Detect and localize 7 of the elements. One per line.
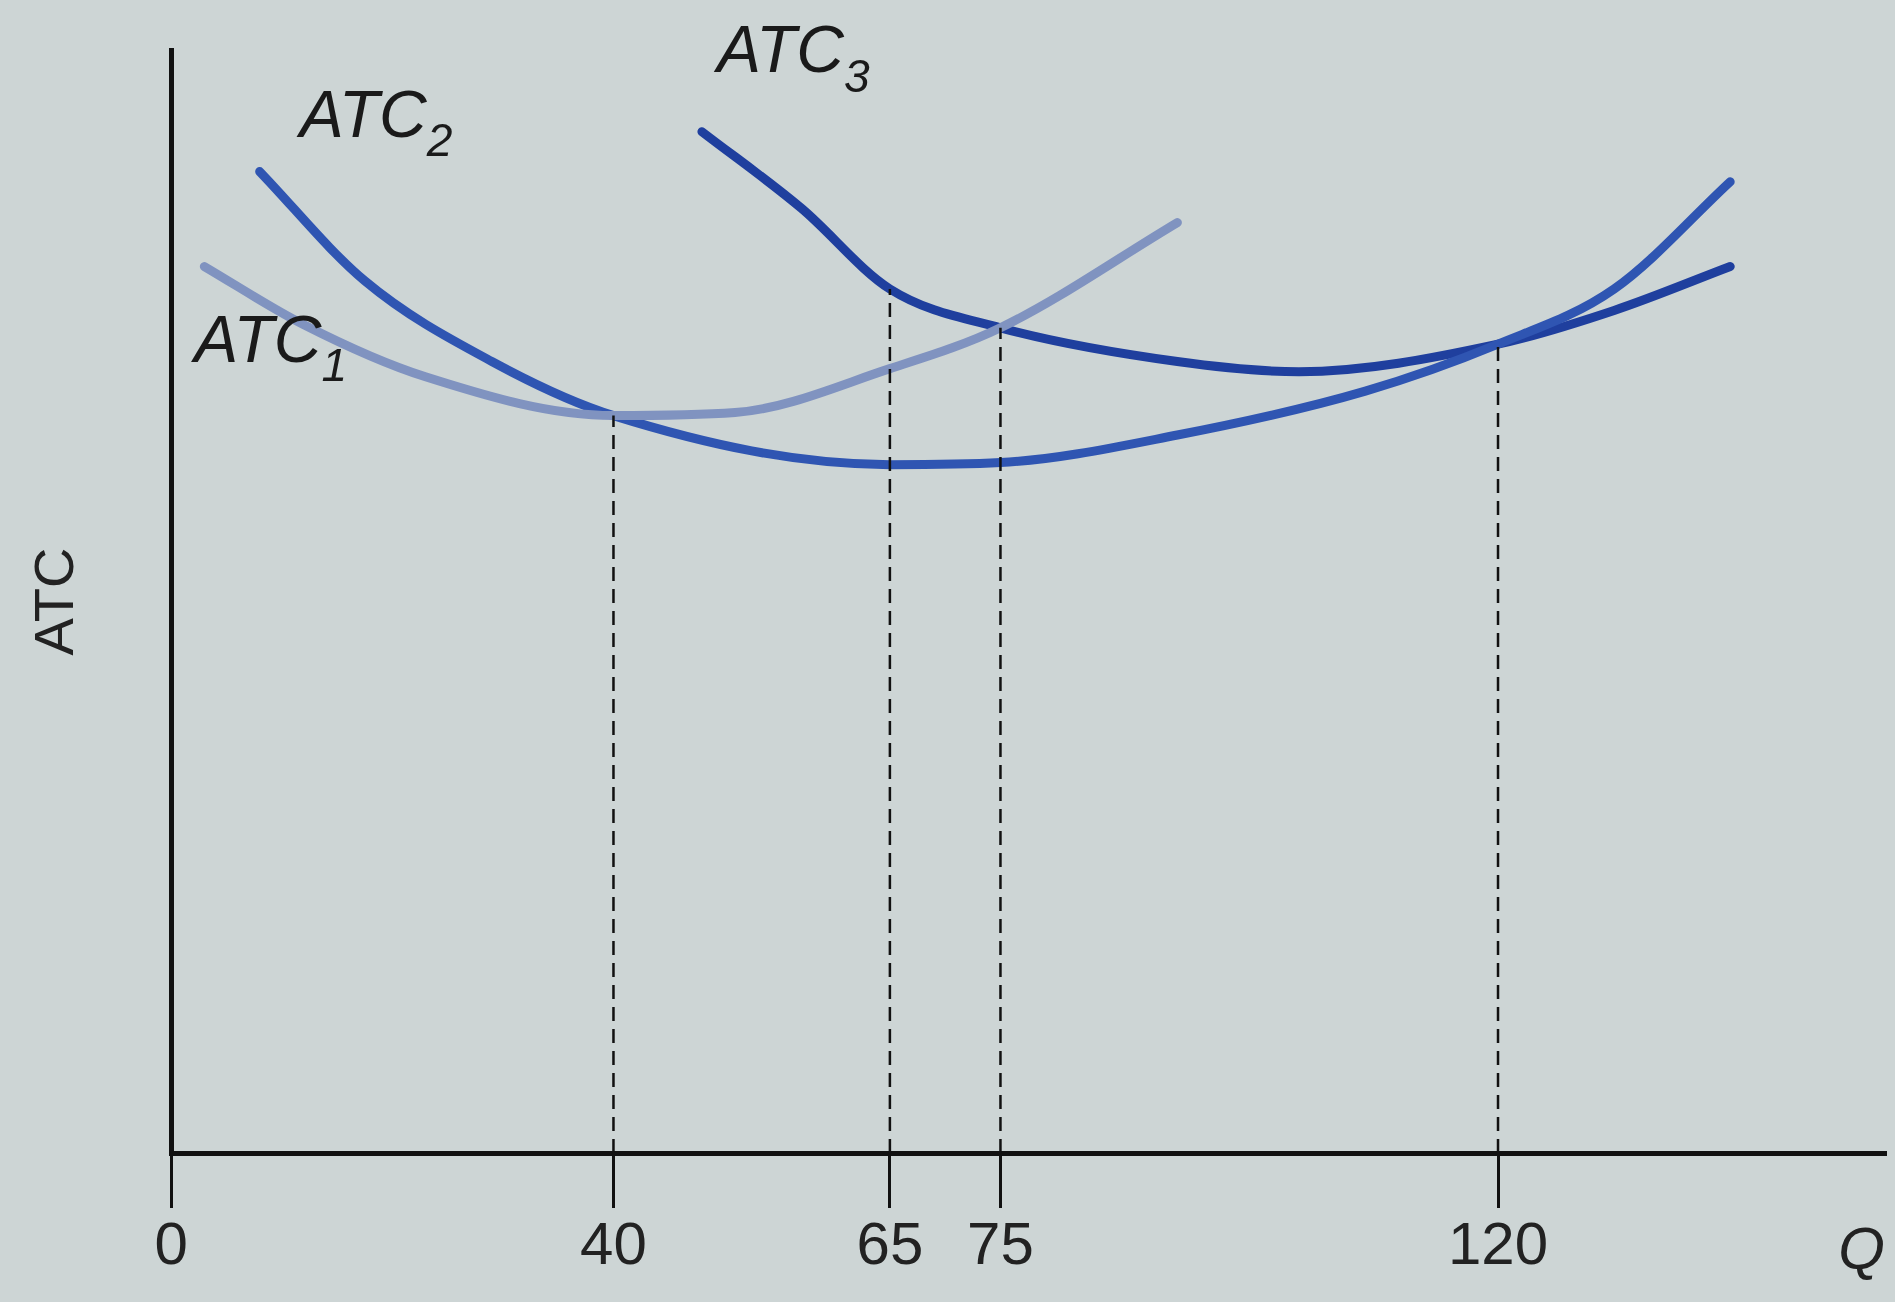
x-tick-label: 65: [856, 1209, 924, 1277]
x-tick-label: 0: [154, 1209, 188, 1277]
x-tick-label: 40: [580, 1209, 647, 1277]
y-axis-title: ATC: [22, 547, 86, 656]
x-tick-label: 75: [967, 1209, 1034, 1277]
x-tick-label: 120: [1447, 1209, 1549, 1277]
x-axis-title: Q: [1838, 1214, 1885, 1282]
